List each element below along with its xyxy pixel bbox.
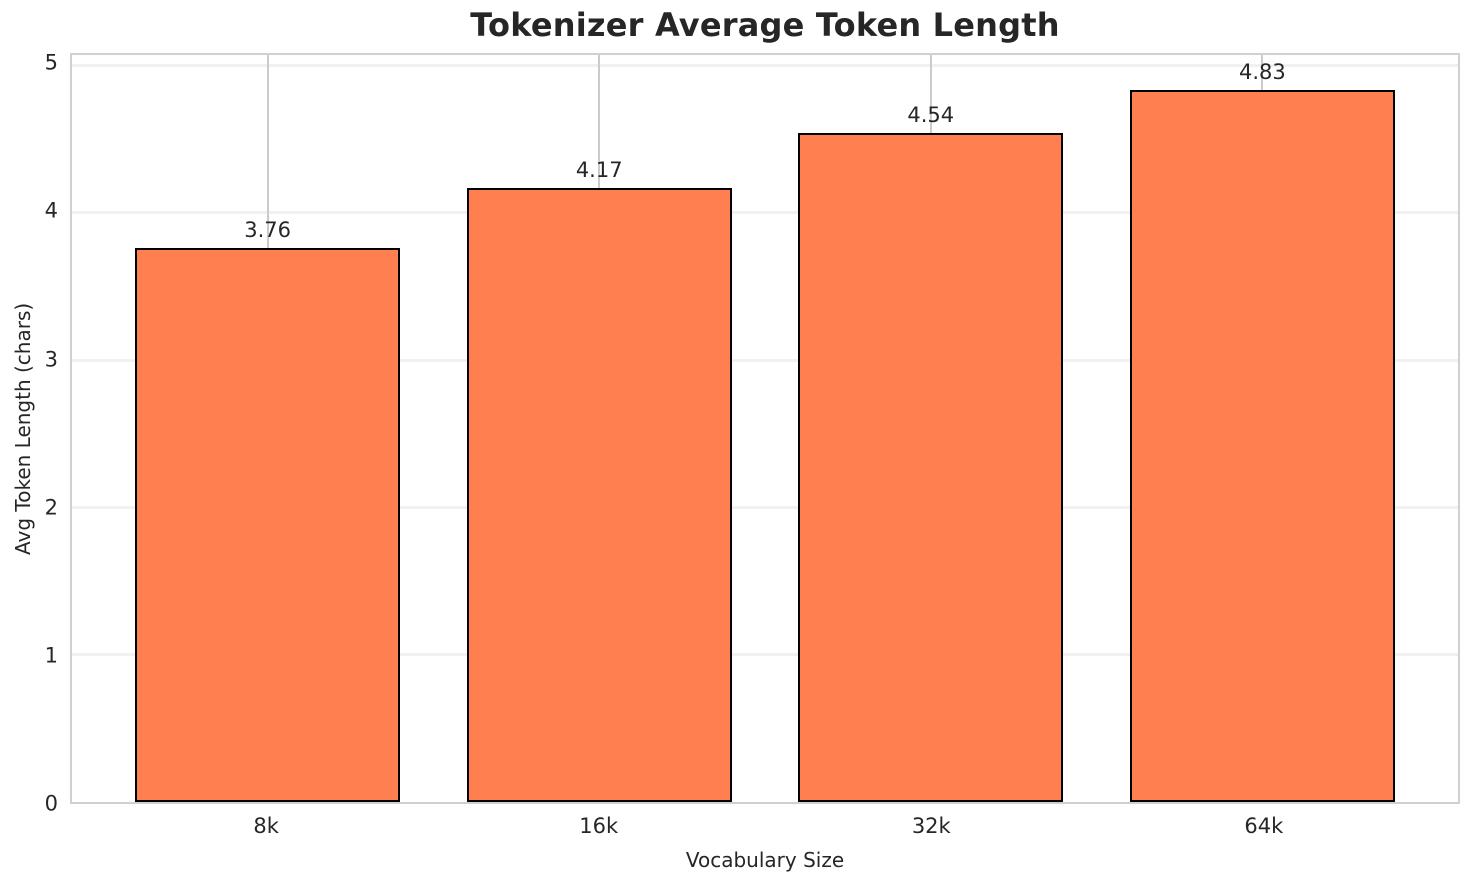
- y-tick-label: 3: [44, 347, 58, 372]
- y-tick-label: 2: [44, 495, 58, 520]
- y-tick-label: 4: [44, 198, 58, 223]
- bars-layer: 3.76 4.17 4.54 4.83: [72, 55, 1458, 802]
- bar-64k: [1129, 90, 1395, 802]
- gridline-horizontal: [72, 211, 1458, 215]
- plot-area: 3.76 4.17 4.54 4.83: [70, 53, 1460, 804]
- gridline-horizontal: [72, 358, 1458, 362]
- gridline-horizontal: [72, 653, 1458, 657]
- x-tick-label: 8k: [253, 814, 279, 838]
- bar-value-label: 3.76: [244, 218, 292, 243]
- x-axis-tick-labels: 8k 16k 32k 64k: [70, 816, 1460, 842]
- x-tick-label: 16k: [579, 814, 619, 838]
- y-axis-tick-labels: 0 1 2 3 4 5: [0, 50, 58, 814]
- bar-value-label: 4.83: [1238, 60, 1286, 85]
- x-tick-label: 32k: [911, 814, 951, 838]
- y-tick-label: 0: [44, 791, 58, 816]
- y-tick-label: 5: [44, 50, 58, 75]
- bar-value-label: 4.17: [575, 157, 623, 182]
- x-axis-label: Vocabulary Size: [685, 848, 845, 872]
- y-tick-label: 1: [44, 643, 58, 668]
- bar-8k: [135, 248, 401, 802]
- bar-16k: [466, 187, 732, 802]
- bar-value-label: 4.54: [907, 103, 955, 128]
- bar-32k: [798, 133, 1064, 802]
- gridline-horizontal: [72, 505, 1458, 509]
- x-tick-label: 64k: [1244, 814, 1284, 838]
- gridline-horizontal: [72, 63, 1458, 67]
- chart-title: Tokenizer Average Token Length: [470, 6, 1060, 44]
